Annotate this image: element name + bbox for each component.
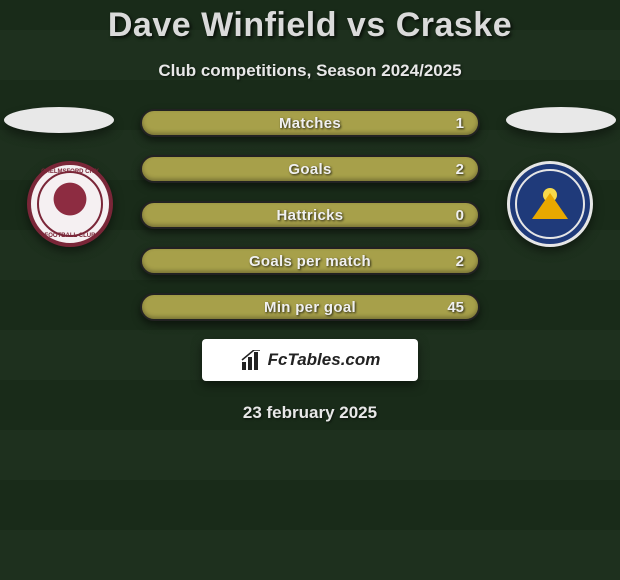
stat-row-goals: Goals 2	[140, 155, 480, 183]
stat-row-goals-per-match: Goals per match 2	[140, 247, 480, 275]
stat-row-hattricks: Hattricks 0	[140, 201, 480, 229]
stat-label: Min per goal	[264, 299, 356, 316]
stat-value: 45	[447, 299, 464, 316]
page-title: Dave Winfield vs Craske	[0, 0, 620, 45]
stat-label: Goals per match	[249, 253, 371, 270]
crest-left-label-top: CHELMSFORD CITY	[31, 169, 109, 175]
page-subtitle: Club competitions, Season 2024/2025	[0, 61, 620, 81]
stat-row-min-per-goal: Min per goal 45	[140, 293, 480, 321]
crest-left-label-bottom: FOOTBALL CLUB	[31, 233, 109, 239]
footer-date: 23 february 2025	[0, 403, 620, 423]
stat-label: Goals	[288, 161, 331, 178]
stat-value: 1	[456, 115, 464, 132]
stat-label: Hattricks	[277, 207, 344, 224]
team-crest-left: CHELMSFORD CITY FOOTBALL CLUB	[27, 161, 113, 247]
player-slot-left	[4, 107, 114, 133]
brand-text: FcTables.com	[268, 350, 381, 370]
team-crest-right	[507, 161, 593, 247]
stat-row-matches: Matches 1	[140, 109, 480, 137]
stat-value: 0	[456, 207, 464, 224]
brand-badge: FcTables.com	[202, 339, 418, 381]
stat-value: 2	[456, 161, 464, 178]
stats-bars: Matches 1 Goals 2 Hattricks 0 Goals per …	[140, 109, 480, 321]
stat-label: Matches	[279, 115, 341, 132]
mountain-icon	[532, 193, 568, 219]
stat-value: 2	[456, 253, 464, 270]
comparison-panel: CHELMSFORD CITY FOOTBALL CLUB Matches 1 …	[0, 109, 620, 423]
player-slot-right	[506, 107, 616, 133]
bar-chart-icon	[240, 350, 262, 370]
